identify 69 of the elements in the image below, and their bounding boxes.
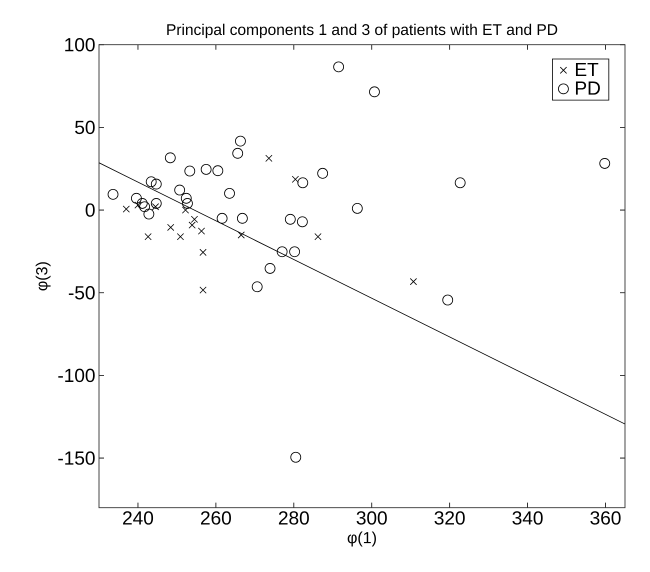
point	[134, 202, 142, 209]
point	[276, 246, 288, 258]
y-axis-title: φ(3)	[36, 262, 51, 290]
point	[131, 192, 142, 204]
point	[199, 248, 207, 256]
point	[599, 158, 610, 169]
point	[136, 198, 148, 209]
y-tick-label: -50	[68, 286, 95, 300]
point	[144, 233, 152, 240]
point	[143, 208, 154, 220]
point	[122, 205, 130, 213]
point	[184, 166, 196, 176]
point	[352, 202, 363, 214]
point	[200, 164, 212, 175]
point	[289, 246, 300, 258]
point	[216, 212, 228, 224]
point	[252, 281, 263, 292]
x-tick-label: 300	[356, 511, 387, 525]
point	[108, 188, 118, 200]
point	[296, 216, 308, 228]
point	[238, 231, 245, 239]
point	[176, 233, 184, 240]
legend-label: ET	[576, 62, 598, 76]
point	[174, 184, 186, 196]
point	[150, 178, 162, 190]
y-tick-label: -100	[58, 368, 95, 382]
point	[369, 86, 380, 98]
chart-title: Principal components 1 and 3 of patients with ET and PD	[167, 24, 558, 38]
x-axis-title: φ(1)	[348, 532, 376, 546]
point	[164, 152, 176, 164]
point	[264, 263, 276, 274]
point	[150, 198, 162, 209]
point	[139, 201, 150, 212]
point	[292, 176, 299, 183]
y-tick-label: 0	[86, 203, 95, 217]
x-tick-label: 280	[278, 511, 309, 525]
x-tick-label: 260	[201, 511, 231, 525]
point	[290, 452, 302, 463]
point	[146, 176, 157, 188]
point	[442, 294, 454, 306]
point	[224, 188, 235, 199]
x-tick-label: 240	[123, 511, 154, 525]
point	[235, 136, 246, 146]
point	[167, 224, 174, 231]
x-tick-label: 360	[590, 511, 621, 525]
x-tick-label: 320	[434, 511, 465, 525]
point	[182, 198, 193, 209]
point	[188, 222, 196, 229]
point	[410, 278, 418, 286]
x-tick-label: 340	[512, 511, 543, 525]
point	[317, 168, 328, 179]
y-tick-label: 50	[75, 120, 95, 134]
y-tick-label: 100	[65, 38, 95, 52]
point	[284, 214, 296, 225]
point	[333, 61, 344, 72]
point	[182, 206, 190, 214]
point	[232, 148, 244, 159]
point	[236, 212, 248, 224]
point	[297, 177, 308, 188]
point	[454, 177, 466, 188]
point	[314, 233, 322, 240]
point	[180, 192, 192, 204]
point	[190, 216, 198, 223]
legend-label: PD	[576, 82, 600, 95]
point	[265, 154, 272, 162]
point	[199, 286, 207, 294]
y-tick-label: -150	[58, 451, 95, 465]
point	[198, 227, 206, 235]
point	[212, 165, 224, 176]
